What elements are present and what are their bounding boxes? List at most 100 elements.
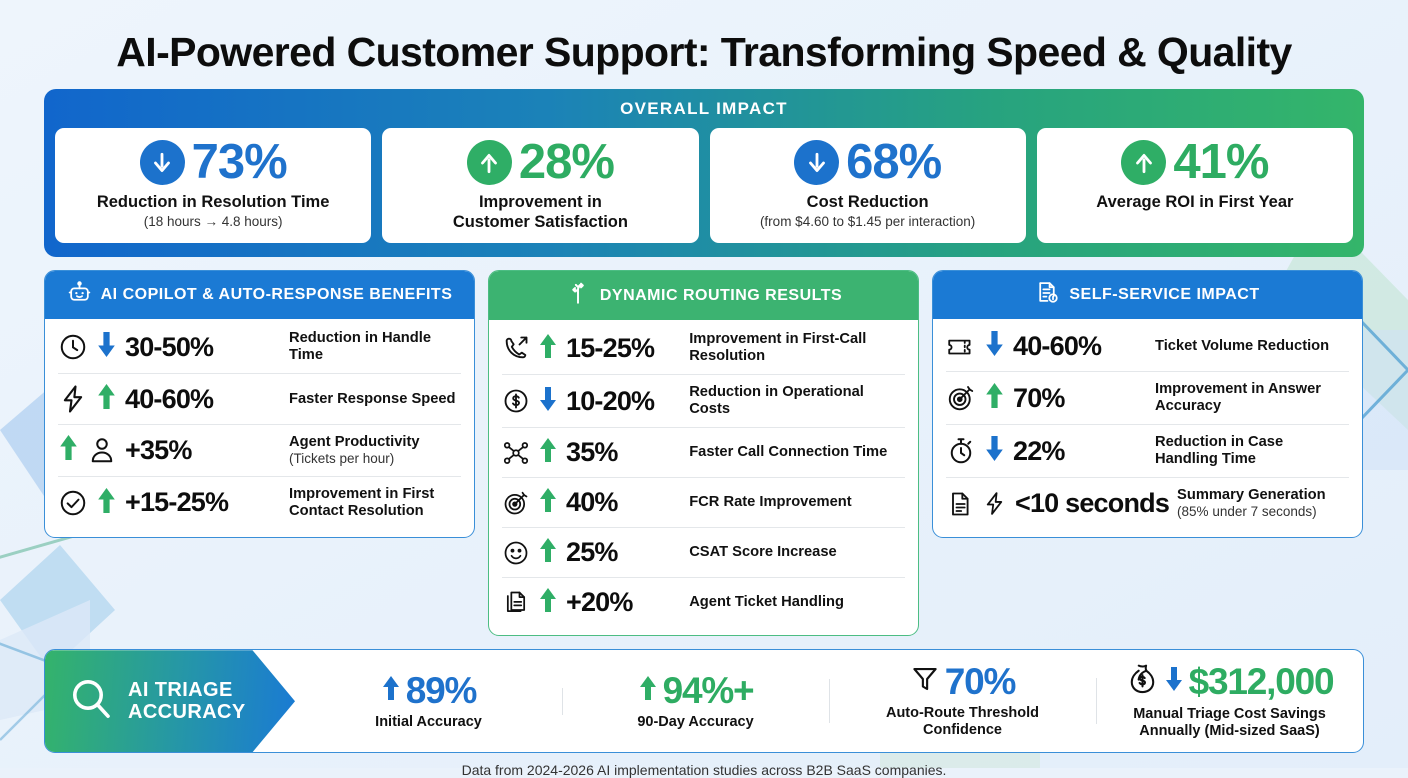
panel-self-service: SELF-SERVICE IMPACT 40-60% Ticket Volume…: [932, 270, 1363, 538]
panel-heading-text: SELF-SERVICE IMPACT: [1069, 286, 1260, 304]
triage-label-line2: Confidence: [923, 722, 1002, 739]
metric-sublabel: (85% under 7 seconds): [1177, 504, 1317, 520]
arrow-down-icon: [538, 386, 558, 417]
lightning-icon: [982, 490, 1007, 517]
stat-card-average-roi: 41% Average ROI in First Year: [1036, 128, 1353, 244]
triage-label: Manual Triage Cost Savings Annually (Mid…: [1102, 706, 1357, 740]
metric-value: 22%: [1013, 435, 1065, 466]
triage-value: 94%+: [662, 669, 755, 711]
documents-icon: [502, 589, 530, 617]
panel-ai-copilot: AI COPILOT & AUTO-RESPONSE BENEFITS 30-5…: [44, 270, 475, 538]
arrow-down-icon: [984, 435, 1005, 467]
stat-label: Reduction in Resolution Time: [96, 193, 330, 212]
funnel-icon: [910, 663, 940, 700]
panels-section: AI COPILOT & AUTO-RESPONSE BENEFITS 30-5…: [44, 270, 1364, 637]
panel-header: SELF-SERVICE IMPACT: [933, 271, 1362, 320]
arrow-up-icon: [538, 333, 558, 364]
triage-value: 70%: [944, 661, 1017, 703]
metric-value: +15-25%: [125, 487, 229, 518]
metric-row: 40-60% Ticket Volume Reduction: [946, 321, 1349, 371]
panel-heading-text: DYNAMIC ROUTING RESULTS: [599, 286, 843, 304]
triage-value: $312,000: [1188, 661, 1335, 703]
stat-label: Improvement in Customer Satisfaction: [388, 193, 692, 232]
metric-label: Summary Generation (85% under 7 seconds): [1177, 487, 1349, 520]
metric-label: Improvement in First-Call Resolution: [689, 331, 867, 365]
check-circle-icon: [58, 488, 88, 518]
overall-impact-heading: OVERALL IMPACT: [620, 99, 788, 119]
metric-row: 10-20% Reduction in Operational Costs: [502, 374, 905, 427]
metric-row: 22% Reduction in Case Handling Time: [946, 424, 1349, 477]
triage-value: 89%: [405, 669, 478, 711]
stat-card-customer-satisfaction: 28% Improvement in Customer Satisfaction: [382, 128, 699, 244]
stat-value: 41%: [1173, 135, 1269, 190]
metric-row: 15-25% Improvement in First-Call Resolut…: [502, 322, 905, 374]
metric-value: 10-20%: [566, 385, 655, 416]
triage-label: Auto-Route Threshold Confidence: [835, 705, 1090, 739]
stat-value: 73%: [191, 135, 288, 190]
arrow-up-icon: [538, 587, 558, 618]
arrow-up-icon: [96, 383, 117, 415]
stat-card-resolution-time: 73% Reduction in Resolution Time (18 hou…: [55, 128, 372, 244]
metric-label: FCR Rate Improvement: [689, 494, 852, 511]
document-icon: [946, 490, 974, 518]
arrow-up-icon: [538, 437, 558, 468]
target-icon: [946, 383, 976, 413]
metric-value: +35%: [125, 434, 192, 465]
triage-label-line1: Manual Triage Cost Savings: [1133, 706, 1326, 723]
triage-label-line2: Annually (Mid-sized SaaS): [1139, 723, 1320, 740]
metric-label: Ticket Volume Reduction: [1155, 337, 1330, 354]
triage-badge: AI TRIAGE ACCURACY: [45, 650, 295, 753]
page-title: AI-Powered Customer Support: Transformin…: [116, 29, 1292, 75]
arrow-up-icon: [466, 140, 512, 186]
triage-badge-line1: AI TRIAGE: [128, 678, 233, 701]
stat-card-cost-reduction: 68% Cost Reduction (from $4.60 to $1.45 …: [709, 128, 1026, 244]
ai-triage-accuracy-bar: AI TRIAGE ACCURACY 89% Initial Accuracy: [44, 649, 1364, 754]
arrow-down-icon: [139, 140, 185, 186]
stat-sublabel: (from $4.60 to $1.45 per interaction): [759, 213, 976, 229]
panel-body: 30-50% Reduction in Handle Time 40-60% F…: [45, 319, 474, 537]
metric-label: Agent Ticket Handling: [689, 594, 844, 611]
metric-value: 25%: [566, 537, 618, 568]
metric-row: 70% Improvement in Answer Accuracy: [946, 371, 1349, 424]
metric-label: CSAT Score Increase: [689, 544, 837, 561]
metric-value: 40%: [566, 487, 618, 518]
metric-row: 35% Faster Call Connection Time: [502, 427, 905, 477]
triage-item-cost-savings: $312,000 Manual Triage Cost Savings Annu…: [1096, 662, 1363, 740]
triage-label: 90-Day Accuracy: [637, 713, 754, 730]
metric-value: 35%: [566, 437, 618, 468]
metric-row: 25% CSAT Score Increase: [502, 527, 905, 577]
metric-value: 40-60%: [1013, 330, 1102, 361]
metric-row: +15-25% Improvement in First Contact Res…: [58, 475, 461, 529]
overall-impact-cards: 73% Reduction in Resolution Time (18 hou…: [44, 128, 1364, 244]
metric-row: 40% FCR Rate Improvement: [502, 477, 905, 527]
routing-arrows-icon: [565, 280, 591, 311]
arrow-up-icon: [538, 487, 558, 518]
triage-label-line1: Auto-Route Threshold: [885, 705, 1040, 722]
metric-label: Improvement in Answer Accuracy: [1155, 381, 1321, 415]
dollar-circle-icon: [502, 387, 530, 415]
lightning-icon: [58, 384, 88, 414]
triage-item-auto-route-threshold: 70% Auto-Route Threshold Confidence: [829, 663, 1096, 739]
robot-icon: [67, 280, 92, 310]
stat-value: 68%: [846, 135, 942, 190]
user-icon: [87, 435, 117, 465]
metric-label-main: Agent Productivity: [289, 434, 420, 451]
stopwatch-icon: [946, 436, 976, 466]
stat-label-line2: Customer Satisfaction: [452, 212, 628, 231]
magnifier-icon: [67, 675, 115, 728]
stat-sublabel: (18 hours → 4.8 hours): [143, 213, 283, 229]
triage-item-90-day-accuracy: 94%+ 90-Day Accuracy: [562, 672, 829, 731]
arrow-up-icon: [96, 487, 117, 519]
triage-badge-text: AI TRIAGE ACCURACY: [128, 679, 246, 724]
triage-items: 89% Initial Accuracy 94%+ 90-Day Accurac…: [295, 650, 1363, 752]
panel-dynamic-routing: DYNAMIC ROUTING RESULTS 15-25% Improveme…: [488, 270, 919, 637]
arrow-down-icon: [1164, 664, 1184, 699]
metric-sublabel: (Tickets per hour): [289, 451, 395, 467]
metric-label: Reduction in Case Handling Time: [1155, 434, 1284, 468]
metric-value: 30-50%: [125, 331, 214, 362]
panel-heading-text: AI COPILOT & AUTO-RESPONSE BENEFITS: [100, 286, 453, 304]
arrow-down-icon: [96, 331, 117, 363]
stat-label-line1: Improvement in: [478, 193, 602, 212]
metric-row: <10 seconds Summary Generation (85% unde…: [946, 477, 1349, 529]
arrow-up-icon: [381, 673, 401, 708]
